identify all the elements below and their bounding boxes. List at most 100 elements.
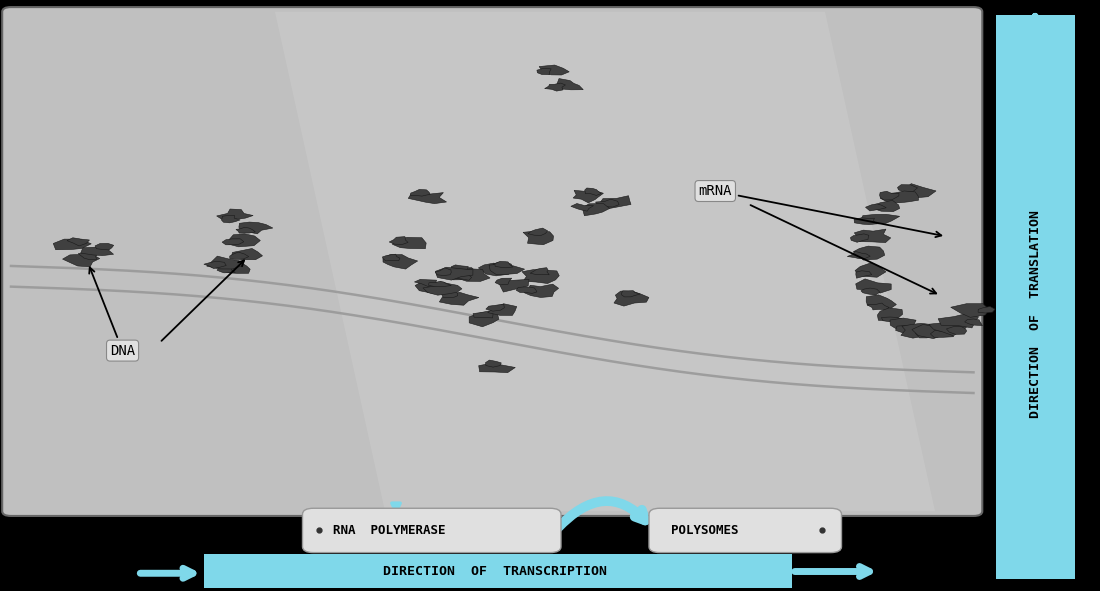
Polygon shape (204, 261, 227, 268)
Polygon shape (410, 190, 430, 196)
Polygon shape (856, 279, 891, 293)
Polygon shape (880, 191, 899, 200)
Polygon shape (881, 317, 904, 322)
Polygon shape (478, 363, 515, 373)
Polygon shape (544, 83, 565, 91)
Polygon shape (524, 284, 559, 297)
Polygon shape (207, 256, 243, 269)
Polygon shape (495, 278, 512, 285)
Polygon shape (860, 215, 900, 224)
Polygon shape (393, 238, 426, 249)
Polygon shape (522, 269, 559, 284)
Polygon shape (439, 292, 478, 305)
FancyBboxPatch shape (996, 15, 1075, 579)
Polygon shape (383, 255, 418, 269)
Polygon shape (856, 271, 871, 278)
Polygon shape (498, 280, 529, 292)
Polygon shape (408, 193, 447, 204)
Polygon shape (415, 281, 446, 293)
Polygon shape (217, 268, 235, 273)
Polygon shape (221, 215, 240, 223)
Polygon shape (571, 203, 594, 211)
Polygon shape (880, 191, 918, 203)
Polygon shape (530, 268, 549, 275)
Polygon shape (931, 330, 954, 337)
Polygon shape (867, 303, 889, 310)
Polygon shape (231, 248, 263, 259)
Text: RNA  POLYMERASE: RNA POLYMERASE (333, 524, 446, 537)
Polygon shape (78, 252, 98, 259)
Polygon shape (452, 272, 472, 280)
Polygon shape (451, 265, 469, 272)
Polygon shape (928, 323, 969, 336)
Polygon shape (950, 304, 989, 317)
Polygon shape (583, 203, 609, 216)
Polygon shape (539, 65, 569, 75)
Polygon shape (485, 360, 502, 367)
Polygon shape (415, 280, 437, 287)
Polygon shape (95, 243, 113, 250)
Polygon shape (230, 252, 249, 259)
Polygon shape (236, 228, 255, 233)
Polygon shape (854, 218, 877, 225)
Text: DIRECTION  OF  TRANSLATION: DIRECTION OF TRANSLATION (1028, 210, 1042, 418)
Polygon shape (938, 314, 979, 328)
Polygon shape (537, 69, 551, 74)
Polygon shape (573, 190, 604, 203)
Polygon shape (915, 330, 937, 338)
Polygon shape (895, 326, 918, 333)
Polygon shape (861, 288, 880, 295)
Polygon shape (486, 304, 505, 311)
Polygon shape (850, 234, 869, 242)
Polygon shape (854, 246, 884, 260)
Polygon shape (490, 264, 525, 274)
Polygon shape (855, 263, 886, 277)
Polygon shape (473, 311, 493, 318)
FancyBboxPatch shape (204, 554, 792, 588)
Polygon shape (890, 318, 916, 331)
Polygon shape (978, 307, 996, 313)
Polygon shape (904, 184, 936, 198)
Text: DIRECTION  OF  TRANSCRIPTION: DIRECTION OF TRANSCRIPTION (383, 565, 607, 578)
Polygon shape (621, 291, 640, 297)
Polygon shape (275, 12, 935, 511)
Polygon shape (469, 313, 499, 327)
FancyArrowPatch shape (558, 501, 645, 528)
Polygon shape (422, 282, 462, 295)
Polygon shape (596, 199, 619, 207)
Text: POLYSOMES: POLYSOMES (671, 524, 738, 537)
Polygon shape (63, 254, 100, 267)
Polygon shape (429, 281, 451, 287)
Polygon shape (614, 291, 649, 306)
Polygon shape (524, 231, 553, 245)
Polygon shape (946, 327, 967, 335)
Polygon shape (222, 239, 244, 245)
Polygon shape (436, 268, 451, 275)
Polygon shape (855, 229, 891, 242)
Polygon shape (901, 323, 933, 338)
Polygon shape (446, 268, 476, 280)
Polygon shape (965, 319, 982, 326)
Polygon shape (585, 188, 602, 196)
Polygon shape (53, 239, 91, 250)
Polygon shape (869, 200, 900, 212)
FancyBboxPatch shape (2, 7, 982, 516)
Polygon shape (383, 254, 400, 261)
Text: DNA: DNA (89, 268, 135, 358)
Polygon shape (557, 79, 583, 90)
Polygon shape (67, 238, 89, 246)
Polygon shape (80, 245, 113, 256)
Polygon shape (441, 291, 458, 298)
Polygon shape (898, 185, 917, 192)
FancyBboxPatch shape (302, 508, 561, 553)
Polygon shape (217, 209, 253, 220)
Polygon shape (455, 269, 490, 281)
Polygon shape (528, 228, 548, 235)
Polygon shape (492, 262, 512, 270)
Text: mRNA: mRNA (698, 184, 942, 237)
Polygon shape (866, 204, 887, 211)
Polygon shape (600, 196, 631, 209)
Polygon shape (436, 267, 473, 280)
Polygon shape (239, 222, 273, 234)
Polygon shape (878, 308, 903, 321)
